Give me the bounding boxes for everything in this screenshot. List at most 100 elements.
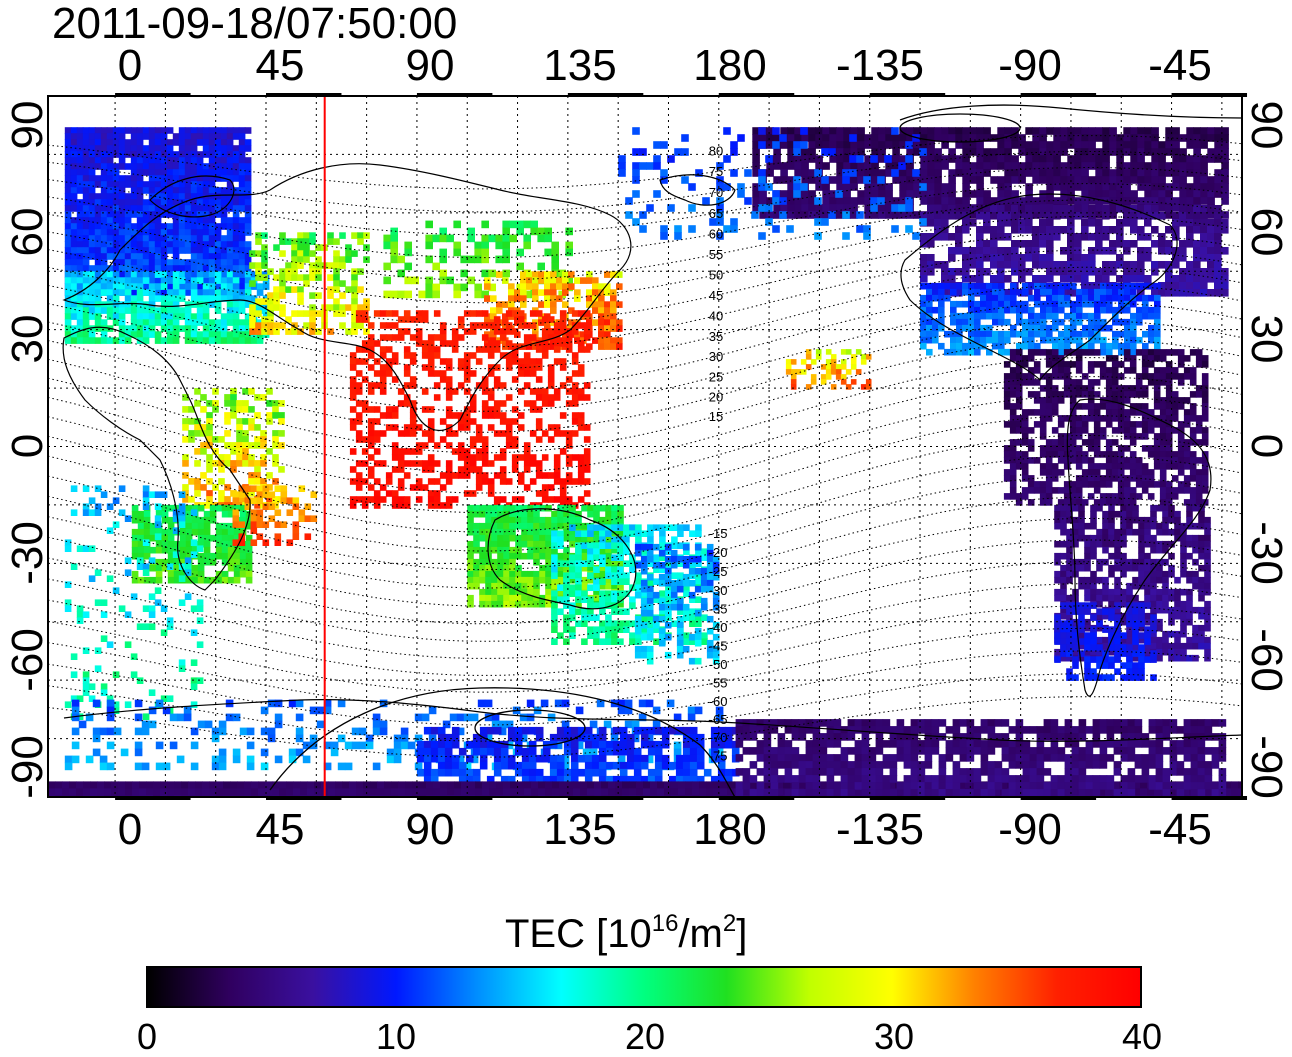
tec-cell	[676, 603, 684, 611]
tec-cell	[112, 337, 120, 344]
tec-cell	[224, 454, 231, 461]
tec-cell	[701, 638, 708, 645]
tec-cell	[309, 328, 316, 335]
tec-cell	[372, 720, 381, 729]
tec-cell	[361, 310, 369, 317]
tec-cell	[148, 605, 156, 612]
tec-cell	[361, 358, 369, 365]
tec-cell	[292, 521, 300, 528]
tec-cell	[250, 527, 258, 534]
tec-cell	[166, 163, 174, 170]
tec-cell	[220, 271, 228, 278]
tec-cell	[557, 504, 564, 512]
tec-cell	[184, 307, 192, 314]
tec-cell	[641, 590, 648, 597]
tec-cell	[565, 340, 573, 347]
tec-cell	[184, 127, 192, 134]
tec-cell	[570, 740, 579, 749]
tec-cell	[172, 283, 180, 290]
tec-cell	[230, 406, 237, 413]
tec-cell	[433, 370, 441, 377]
tec-cell	[583, 490, 591, 497]
tec-cell	[688, 657, 696, 665]
tec-cell	[188, 436, 195, 443]
tec-cell	[142, 235, 150, 242]
tec-cell	[605, 632, 612, 639]
tec-cell	[297, 250, 304, 257]
tec-cell	[521, 522, 528, 530]
tec-cell	[535, 364, 543, 371]
tec-cell	[689, 768, 698, 777]
tec-cell	[280, 497, 288, 504]
tec-cell	[481, 472, 489, 479]
tec-cell	[226, 175, 234, 182]
tec-cell	[297, 256, 304, 263]
tec-cell	[631, 720, 640, 729]
tec-cell	[237, 781, 245, 789]
tec-cell	[286, 497, 294, 504]
tec-cell	[178, 599, 186, 606]
tec-cell	[854, 719, 863, 727]
tec-cell	[569, 516, 576, 524]
tec-cell	[82, 265, 90, 272]
tec-cell	[515, 522, 522, 530]
tec-cell	[106, 133, 114, 140]
tec-cell	[529, 370, 537, 377]
tec-cell	[248, 424, 255, 431]
tec-cell	[557, 570, 564, 578]
tec-cell	[221, 576, 229, 584]
tec-cell	[190, 551, 198, 558]
tec-cell	[62, 781, 70, 789]
tec-cell	[550, 301, 557, 308]
tec-cell	[106, 265, 114, 272]
tec-cell	[197, 720, 206, 729]
tec-cell	[521, 516, 528, 524]
tec-cell	[541, 490, 549, 497]
tec-cell	[467, 227, 475, 236]
tec-cell	[172, 277, 180, 284]
tec-cell	[136, 223, 144, 230]
tec-cell	[124, 337, 132, 344]
tec-cell	[535, 424, 543, 431]
tec-cell	[485, 570, 492, 578]
tec-cell	[385, 322, 393, 329]
tec-cell	[226, 259, 234, 266]
tec-cell	[1133, 788, 1141, 796]
tec-cell	[497, 588, 504, 596]
tec-cell	[273, 298, 280, 305]
tec-cell	[514, 319, 521, 326]
tec-cell	[208, 235, 216, 242]
tec-cell	[178, 659, 186, 666]
tec-cell	[487, 370, 495, 377]
tec-cell	[581, 542, 588, 549]
tec-cell	[220, 319, 228, 326]
tec-cell	[571, 352, 579, 359]
tec-cell	[100, 253, 108, 260]
tec-cell	[248, 442, 255, 449]
tec-cell	[356, 788, 364, 796]
tec-cell	[671, 542, 678, 549]
tec-cell	[598, 343, 605, 350]
tec-cell	[490, 313, 497, 320]
tec-cell	[493, 747, 502, 756]
tec-cell	[166, 277, 174, 284]
tec-cell	[88, 133, 96, 140]
tec-cell	[798, 726, 807, 734]
tec-cell	[208, 283, 216, 290]
tec-cell	[245, 534, 253, 542]
tec-cell	[535, 754, 544, 763]
tec-cell	[712, 603, 720, 611]
tec-cell	[397, 328, 405, 335]
tec-cell	[242, 418, 249, 425]
tec-cell	[1183, 740, 1192, 748]
tec-cell	[706, 651, 714, 659]
tec-cell	[143, 516, 151, 524]
tec-cell	[190, 211, 198, 218]
tec-cell	[819, 719, 828, 727]
tec-cell	[433, 382, 441, 389]
tec-cell	[297, 244, 304, 251]
tec-cell	[528, 754, 537, 763]
tec-cell	[244, 337, 252, 344]
tec-cell	[575, 534, 582, 542]
tec-cell	[178, 145, 186, 152]
